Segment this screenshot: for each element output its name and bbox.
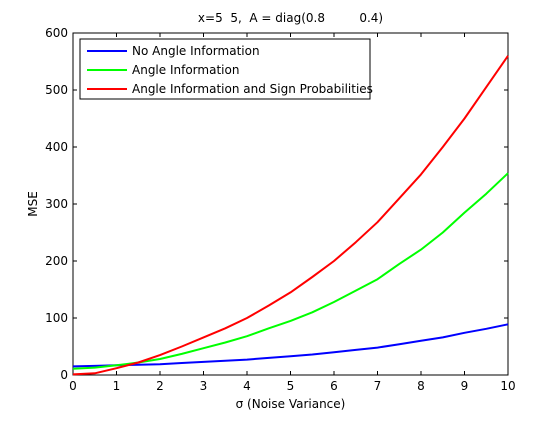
x-axis-label: σ (Noise Variance) — [236, 397, 346, 411]
x-tick-label: 9 — [461, 379, 469, 393]
y-tick-label: 600 — [45, 26, 68, 40]
x-tick-label: 1 — [113, 379, 121, 393]
series-line-angle-information — [72, 172, 509, 370]
x-tick-label: 0 — [69, 379, 77, 393]
x-tick-label: 6 — [330, 379, 338, 393]
legend: No Angle Information Angle Information A… — [79, 38, 373, 100]
y-axis-ticks: 0 100 200 300 400 500 600 — [45, 26, 508, 382]
y-tick-label: 200 — [45, 254, 68, 268]
legend-box — [79, 38, 371, 100]
x-tick-label: 7 — [374, 379, 382, 393]
x-tick-label: 8 — [417, 379, 425, 393]
y-tick-label: 100 — [45, 311, 68, 325]
x-tick-label: 10 — [500, 379, 515, 393]
x-tick-label: 5 — [287, 379, 295, 393]
x-tick-label: 2 — [156, 379, 164, 393]
series-layer — [72, 55, 509, 376]
x-tick-label: 3 — [200, 379, 208, 393]
series-line-no-angle-information — [72, 323, 509, 368]
y-tick-label: 0 — [60, 368, 68, 382]
x-tick-label: 4 — [243, 379, 251, 393]
legend-label-no-angle-information: No Angle Information — [132, 44, 260, 58]
series-line-angle-information-and-sign-probabilities — [72, 55, 509, 376]
legend-label-angle-information-and-sign-probabilities: Angle Information and Sign Probabilities — [132, 82, 373, 96]
x-axis-ticks: 0 1 2 3 4 5 6 7 8 9 10 — [69, 33, 516, 393]
chart-title: x=5 5, A = diag(0.8 0.4) — [198, 11, 383, 25]
y-tick-label: 400 — [45, 140, 68, 154]
legend-label-angle-information: Angle Information — [132, 63, 239, 77]
y-axis-label: MSE — [26, 191, 40, 217]
y-tick-label: 300 — [45, 197, 68, 211]
y-tick-label: 500 — [45, 83, 68, 97]
